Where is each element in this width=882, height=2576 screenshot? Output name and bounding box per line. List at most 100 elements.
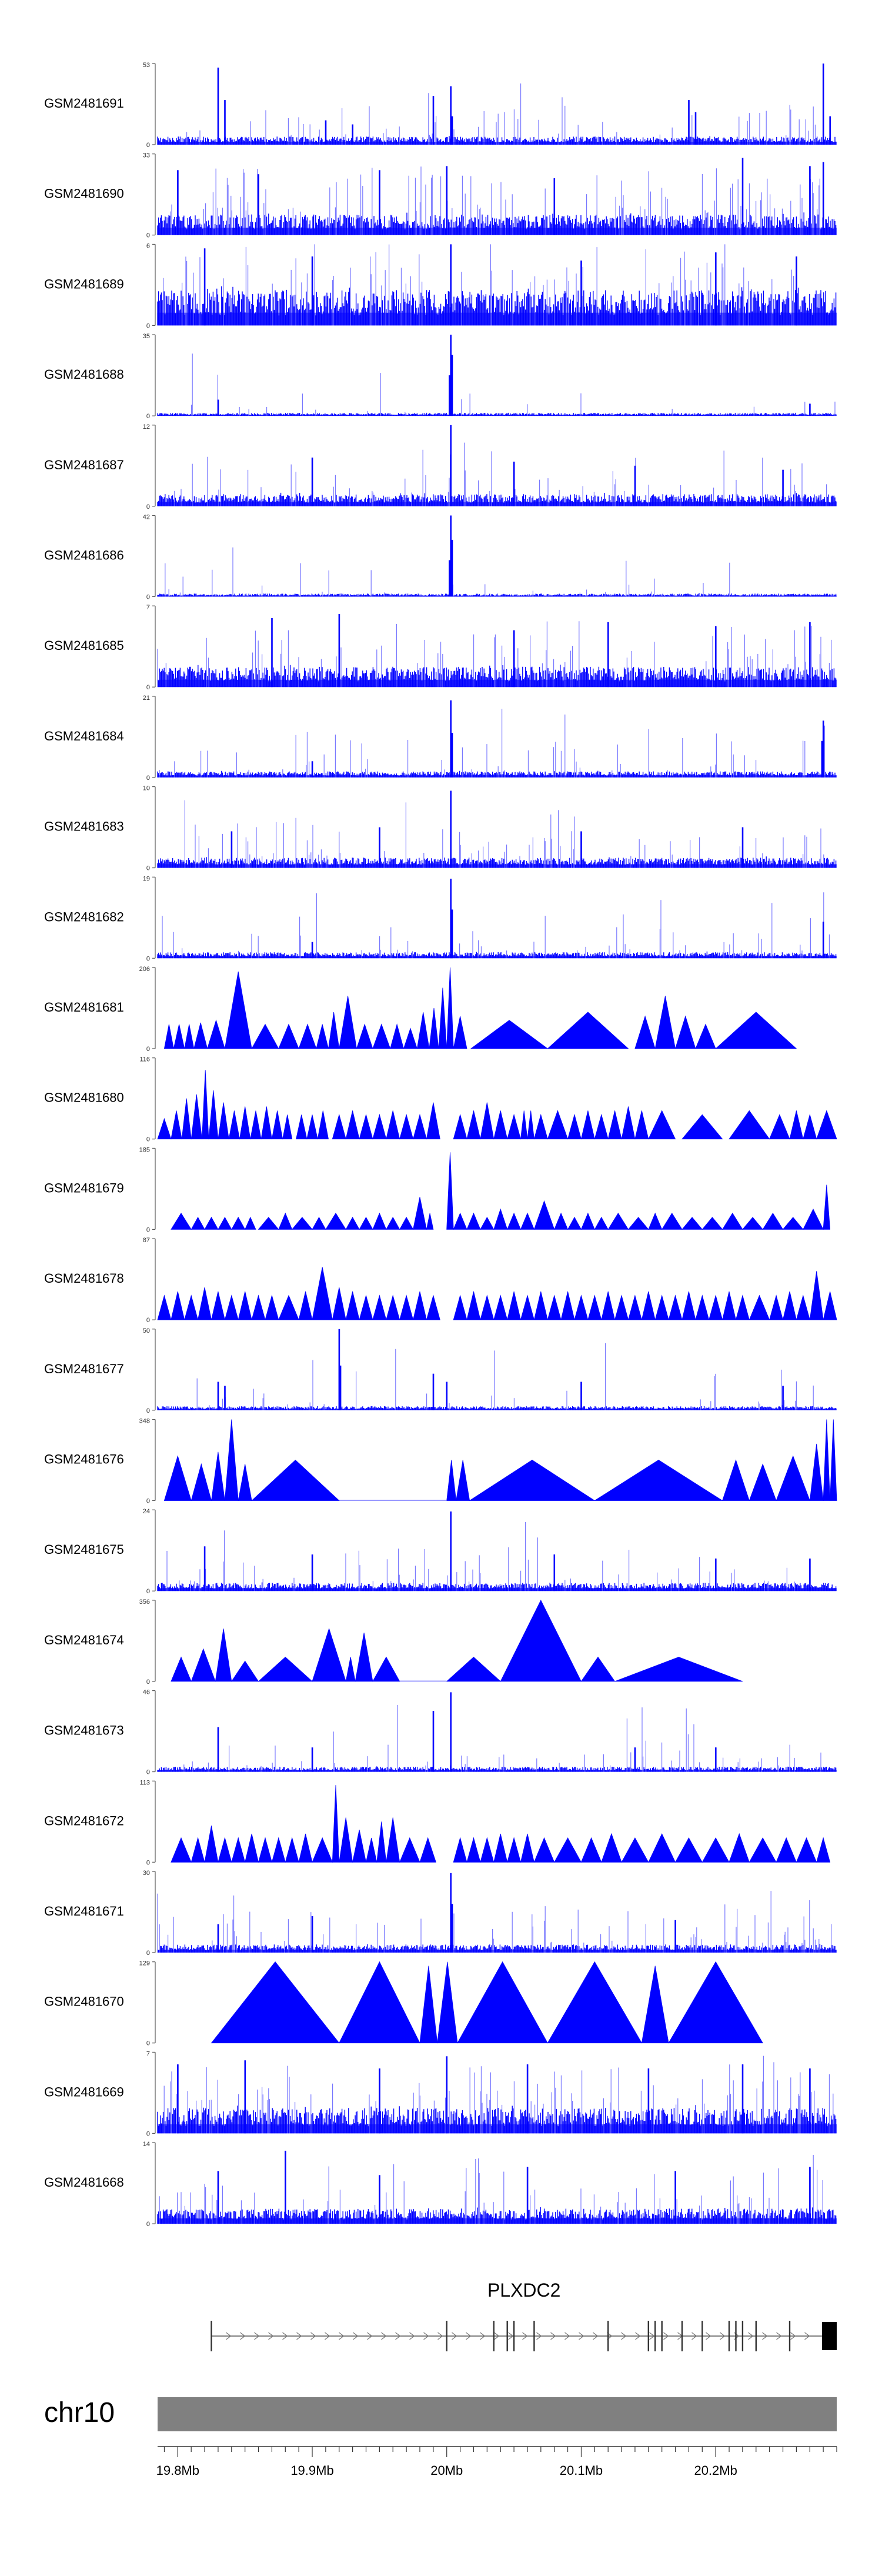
- coverage-peak: [311, 1747, 313, 1772]
- coverage-triangle: [238, 1291, 252, 1320]
- coverage-triangle: [372, 1212, 387, 1230]
- coverage-triangle: [202, 1070, 209, 1140]
- strand-arrow: [409, 2332, 415, 2340]
- gene-exon: [654, 2321, 656, 2351]
- coverage-peak: [379, 170, 380, 235]
- track-label: GSM2481684: [44, 729, 124, 743]
- y-axis-max-label: 206: [139, 966, 150, 973]
- coverage-floor: [158, 1588, 837, 1591]
- coverage-triangle: [372, 1656, 400, 1682]
- coverage-peak: [822, 64, 824, 145]
- y-axis-zero-label: 0: [146, 232, 150, 239]
- y-axis-zero-label: 0: [146, 594, 150, 601]
- coverage-triangle: [466, 1212, 481, 1230]
- coverage-peak: [451, 733, 453, 778]
- coverage-peak: [513, 630, 515, 688]
- coverage-triangle: [507, 1837, 522, 1863]
- coverage-triangle: [782, 1217, 804, 1230]
- coverage-peak: [553, 178, 556, 235]
- strand-arrow: [621, 2332, 627, 2340]
- coverage-triangle: [359, 1294, 373, 1320]
- coverage-peak: [217, 399, 219, 416]
- chromosome-ideogram-bar: [158, 2397, 837, 2431]
- coverage-peak: [449, 560, 450, 597]
- y-axis-max-label: 87: [143, 1237, 150, 1244]
- coverage-triangle: [356, 1023, 373, 1049]
- coverage-triangle: [208, 1090, 219, 1140]
- coverage-triangle: [278, 1294, 299, 1320]
- y-axis-zero-label: 0: [146, 865, 150, 872]
- coverage-peak: [809, 2167, 811, 2224]
- strand-arrow: [804, 2332, 810, 2340]
- coverage-triangle: [601, 1291, 616, 1320]
- coverage-peak: [450, 86, 452, 145]
- coverage-triangle: [547, 1294, 562, 1320]
- track-GSM2481676: GSM2481676 348 0: [44, 1418, 837, 1505]
- strand-arrow: [494, 2332, 500, 2340]
- strand-arrow: [691, 2332, 697, 2340]
- coverage-triangle: [554, 1212, 569, 1230]
- coverage-triangle: [453, 1212, 467, 1230]
- coverage-triangle: [533, 1837, 555, 1863]
- coverage-triangle: [355, 1633, 373, 1682]
- coverage-triangle: [480, 1102, 495, 1140]
- coverage-triangle: [641, 1966, 669, 2044]
- coverage-triangle: [339, 996, 357, 1049]
- coverage-peak: [822, 720, 824, 778]
- y-axis-zero-label: 0: [146, 1588, 150, 1595]
- coverage-triangle: [641, 1291, 656, 1320]
- coverage-triangle: [218, 1837, 232, 1863]
- coverage-triangle: [372, 1294, 387, 1320]
- coverage-triangle: [533, 1291, 548, 1320]
- coverage-floor: [158, 2218, 837, 2224]
- coverage-triangle: [520, 1294, 534, 1320]
- coverage-floor: [158, 1770, 837, 1772]
- coverage-peak: [674, 1920, 676, 1953]
- coverage-peak: [450, 335, 452, 416]
- y-axis-zero-label: 0: [146, 1317, 150, 1324]
- coverage-triangle: [171, 1110, 182, 1140]
- strand-arrow: [325, 2332, 330, 2340]
- strand-arrow: [706, 2332, 711, 2340]
- coverage-triangle: [567, 1216, 582, 1230]
- track-GSM2481678: GSM2481678 87 0: [44, 1237, 837, 1324]
- coverage-triangle: [749, 1463, 777, 1501]
- coverage-triangle: [376, 1821, 387, 1863]
- coverage-floor: [158, 1950, 837, 1953]
- y-axis-max-label: 7: [146, 2050, 150, 2057]
- y-axis-zero-label: 0: [146, 775, 150, 782]
- coverage-triangle: [191, 1648, 216, 1682]
- coverage-bars-high: [157, 621, 832, 688]
- coverage-triangle: [285, 1837, 299, 1863]
- coverage-triangle: [453, 1294, 467, 1320]
- coverage-peak: [352, 124, 353, 145]
- coverage-triangle: [260, 1106, 272, 1140]
- y-axis-max-label: 21: [143, 695, 150, 702]
- coverage-peak: [634, 1747, 636, 1772]
- coverage-peak: [450, 879, 452, 959]
- track-GSM2481672: GSM2481672 113 0: [44, 1779, 831, 1866]
- coverage-triangle: [560, 1291, 575, 1320]
- coverage-bars-high: [163, 2056, 834, 2134]
- coverage-triangle: [722, 1291, 737, 1320]
- coverage-peak: [450, 790, 452, 868]
- coverage-triangle: [580, 1656, 616, 1682]
- coverage-triangle: [328, 1012, 340, 1049]
- coverage-peak: [674, 2171, 676, 2224]
- coverage-triangle: [803, 1113, 817, 1140]
- coverage-triangle: [157, 1117, 172, 1140]
- coverage-bars-high: [159, 709, 825, 778]
- strand-arrow: [240, 2332, 246, 2340]
- coverage-triangle: [359, 1216, 373, 1230]
- coverage-triangle: [312, 1267, 333, 1320]
- coverage-triangle: [390, 1023, 405, 1049]
- coverage-floor: [158, 2124, 837, 2134]
- y-axis-zero-label: 0: [146, 1679, 150, 1686]
- coverage-floor: [158, 502, 837, 506]
- coverage-triangle: [446, 1656, 502, 1682]
- coverage-peak: [451, 539, 453, 597]
- coverage-peak: [446, 1382, 448, 1410]
- strand-arrow: [635, 2332, 641, 2340]
- track-label: GSM2481687: [44, 458, 124, 472]
